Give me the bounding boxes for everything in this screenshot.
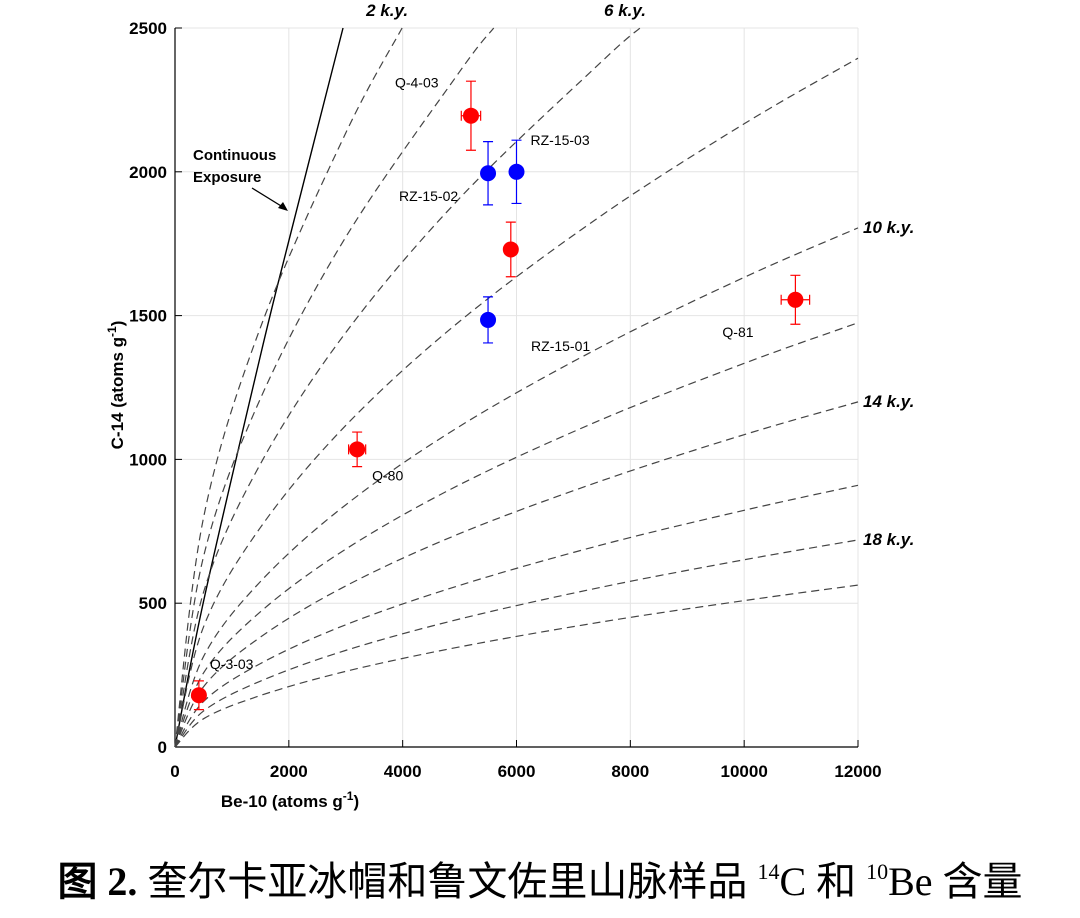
annotation: Continuous (193, 147, 276, 164)
arrow-head (278, 202, 288, 211)
y-label-end: ) (108, 321, 127, 327)
point (462, 107, 479, 124)
x-label-end: ) (353, 792, 359, 811)
curve (174, 322, 859, 748)
curve (174, 539, 859, 748)
caption-end: Be 含量 (888, 859, 1022, 904)
caption-prefix: 图 2. (57, 859, 137, 904)
curve-label: 10 k.y. (863, 218, 914, 237)
caption-mid: C 和 (779, 859, 856, 904)
curve (174, 484, 859, 748)
curve (174, 57, 859, 748)
x-axis-label: Be-10 (atoms g-1) (221, 789, 359, 811)
point (480, 311, 497, 328)
curve-label: 2 k.y. (365, 1, 408, 20)
x-tick-label: 10000 (721, 762, 768, 781)
caption-sup: 14 (757, 859, 779, 884)
curve (174, 227, 859, 748)
curve (174, 27, 344, 748)
caption: 图 2. 奎尔卡亚冰帽和鲁文佐里山脉样品 14C 和 10Be 含量 (57, 859, 1022, 904)
y-label-sup: -1 (105, 326, 119, 337)
curve-label: 14 k.y. (863, 392, 914, 411)
annotation: Exposure (193, 169, 261, 186)
x-tick-label: 8000 (611, 762, 649, 781)
x-tick-label: 4000 (384, 762, 422, 781)
y-tick-label: 1500 (129, 307, 167, 326)
curve (174, 27, 495, 748)
point-label: RZ-15-01 (531, 338, 590, 354)
x-label-sup: -1 (343, 789, 354, 803)
curve (174, 401, 859, 748)
curve-label: 18 k.y. (863, 530, 914, 549)
curve (174, 27, 641, 748)
x-label-text: Be-10 (atoms g (221, 792, 343, 811)
point-label: Q-4-03 (395, 75, 439, 91)
point-label: RZ-15-03 (531, 132, 590, 148)
point-label: Q-80 (372, 467, 403, 483)
curve-label: 6 k.y. (604, 1, 646, 20)
curve (174, 584, 859, 748)
point (190, 687, 207, 704)
point (349, 441, 366, 458)
y-tick-label: 500 (139, 594, 167, 613)
y-tick-label: 0 (158, 738, 167, 757)
point-label: RZ-15-02 (399, 188, 458, 204)
y-tick-label: 2000 (129, 163, 167, 182)
x-tick-label: 0 (170, 762, 179, 781)
x-tick-label: 2000 (270, 762, 308, 781)
point-label: Q-3-03 (210, 656, 254, 672)
point-label: Q-81 (722, 324, 753, 340)
caption-text: 奎尔卡亚冰帽和鲁文佐里山脉样品 (147, 859, 747, 904)
point (787, 291, 804, 308)
y-axis-label: C-14 (atoms g-1) (105, 321, 127, 450)
point (502, 241, 519, 258)
caption-sup: 10 (866, 859, 888, 884)
curve (174, 27, 403, 748)
plot-layer: 0 2000 4000 6000 8000 10000 12000 0 500 1000 1500 2… (129, 19, 881, 781)
x-tick-label: 6000 (498, 762, 536, 781)
point (508, 163, 525, 180)
y-tick-label: 1000 (129, 450, 167, 469)
y-label-text: C-14 (atoms g (108, 337, 127, 449)
y-tick-label: 2500 (129, 19, 167, 38)
x-tick-label: 12000 (834, 762, 881, 781)
point (480, 165, 497, 182)
